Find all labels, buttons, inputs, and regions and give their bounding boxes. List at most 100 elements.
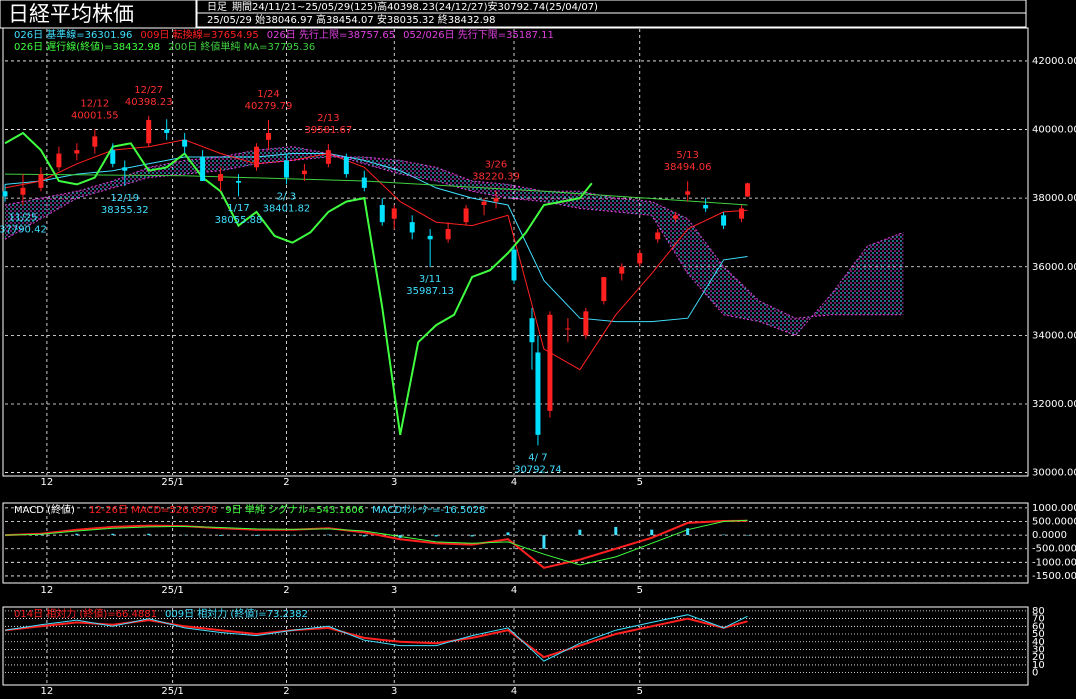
candle-body xyxy=(164,129,170,133)
legend-entry: 200日 終値単純 MA=37795.36 xyxy=(168,40,315,53)
period-label: 日足 xyxy=(207,1,227,13)
annotation-date: 2/13 xyxy=(317,113,339,124)
y-tick-label: -1500.0000 xyxy=(1032,571,1076,582)
candle-body xyxy=(583,311,589,336)
x-tick-label: 12 xyxy=(41,686,54,697)
annotation-value: 35987.13 xyxy=(406,286,454,297)
candle-body xyxy=(74,150,80,154)
annotation-value: 38355.32 xyxy=(101,205,149,216)
annotation-date: 12/19 xyxy=(110,193,139,204)
series-line xyxy=(4,139,748,371)
candle-body xyxy=(547,314,553,411)
histogram-bar xyxy=(111,533,115,536)
title: 日経平均株価 xyxy=(8,2,134,26)
series-line xyxy=(4,153,748,323)
x-tick-label: 3 xyxy=(391,686,397,697)
candle-body xyxy=(110,150,116,164)
histogram-bar xyxy=(219,535,223,536)
y-tick-label: 500.0000 xyxy=(1032,517,1076,528)
y-tick-label: 50 xyxy=(1032,629,1045,640)
legend-entry: 009日 転換線=37654.95 xyxy=(140,28,258,41)
candle-body xyxy=(619,266,625,274)
legend-entry: 026日 先行上限=38757.65 xyxy=(267,28,395,41)
legend-entry: 026日 基準線=36301.96 xyxy=(14,28,132,41)
annotation-date: 3/11 xyxy=(419,274,441,285)
annotation-value: 40279.79 xyxy=(245,101,293,112)
annotation-value: 37790.42 xyxy=(0,224,47,235)
x-tick-label: 25/1 xyxy=(161,585,183,596)
histogram-bar xyxy=(470,535,474,537)
histogram-bar xyxy=(326,534,330,536)
annotation-date: 12/12 xyxy=(80,98,109,109)
x-tick-label: 2 xyxy=(283,477,289,488)
legend-entry: 009日 相対力 (終値)=73.2382 xyxy=(165,607,308,620)
annotation-value: 30792.74 xyxy=(514,464,562,475)
candle-body xyxy=(325,150,331,164)
histogram-bar xyxy=(255,535,259,536)
candle-body xyxy=(343,156,349,175)
candle-body xyxy=(265,132,271,140)
x-tick-label: 25/1 xyxy=(161,477,183,488)
y-tick-label: 60 xyxy=(1032,621,1045,632)
candle-body xyxy=(2,191,8,197)
series-line xyxy=(4,519,748,566)
histogram-bar xyxy=(578,529,582,536)
panel-title: MACD (終値) xyxy=(14,503,75,516)
candle-body xyxy=(673,215,679,219)
annotation-value: 38220.39 xyxy=(472,172,520,183)
candle-body xyxy=(565,328,571,330)
candle-body xyxy=(92,136,98,147)
series-line xyxy=(4,131,593,435)
x-tick-label: 4 xyxy=(511,686,517,697)
annotation-value: 40398.23 xyxy=(125,97,173,108)
series-line xyxy=(4,614,748,662)
histogram-bar xyxy=(650,529,654,536)
ichimoku-cloud xyxy=(5,146,904,336)
histogram-bar xyxy=(39,534,43,536)
legend-entry: 014日 相対力 (終値)=66.4881 xyxy=(14,607,157,620)
annotation-date: 4/ 7 xyxy=(528,452,547,463)
legend-entry: 052/026日 先行下限=35187.11 xyxy=(403,28,554,41)
candle-body xyxy=(655,232,661,240)
histogram-bar xyxy=(722,534,726,536)
y-tick-label: 32000.00 xyxy=(1032,399,1076,410)
histogram-bar xyxy=(434,535,438,537)
histogram-bar xyxy=(506,532,510,536)
histogram-bar xyxy=(362,535,366,537)
legend-entry: 026日 遅行線(終値)=38432.98 xyxy=(14,40,160,53)
annotation-value: 40001.55 xyxy=(71,110,119,121)
y-tick-label: 1000.0000 xyxy=(1032,503,1076,514)
candle-body xyxy=(361,177,367,188)
y-tick-label: -500.0000 xyxy=(1032,544,1076,555)
candle-body xyxy=(685,191,691,195)
annotation-date: 5/13 xyxy=(676,150,698,161)
candle-body xyxy=(182,139,188,147)
x-tick-label: 25/1 xyxy=(161,686,183,697)
y-tick-label: 30000.00 xyxy=(1032,468,1076,479)
y-tick-label: 0.0000 xyxy=(1032,530,1067,541)
candle-body xyxy=(283,160,289,178)
candle-body xyxy=(56,153,62,168)
candle-body xyxy=(301,170,307,175)
x-tick-label: 3 xyxy=(391,477,397,488)
legend-entry: MACDｵｼﾚｰﾀｰ=-16.5028 xyxy=(372,504,485,516)
candle-body xyxy=(200,156,206,181)
title-box xyxy=(0,0,197,29)
candle-body xyxy=(38,174,44,188)
y-tick-label: 70 xyxy=(1032,614,1045,625)
candle-body xyxy=(236,180,242,183)
rsi-panel xyxy=(2,606,1029,686)
legend-entry: 12-26日 MACD=526.6578 xyxy=(89,505,217,516)
y-tick-label: 0 xyxy=(1032,668,1038,679)
candle-body xyxy=(122,167,128,171)
annotation-date: 12/27 xyxy=(134,85,163,96)
x-tick-label: 5 xyxy=(637,585,643,596)
y-tick-label: 36000.00 xyxy=(1032,262,1076,273)
x-tick-label: 4 xyxy=(511,585,517,596)
candle-body xyxy=(254,146,260,168)
y-tick-label: 34000.00 xyxy=(1032,330,1076,341)
annotation-date: 1/24 xyxy=(257,89,279,100)
y-tick-label: 80 xyxy=(1032,606,1045,617)
